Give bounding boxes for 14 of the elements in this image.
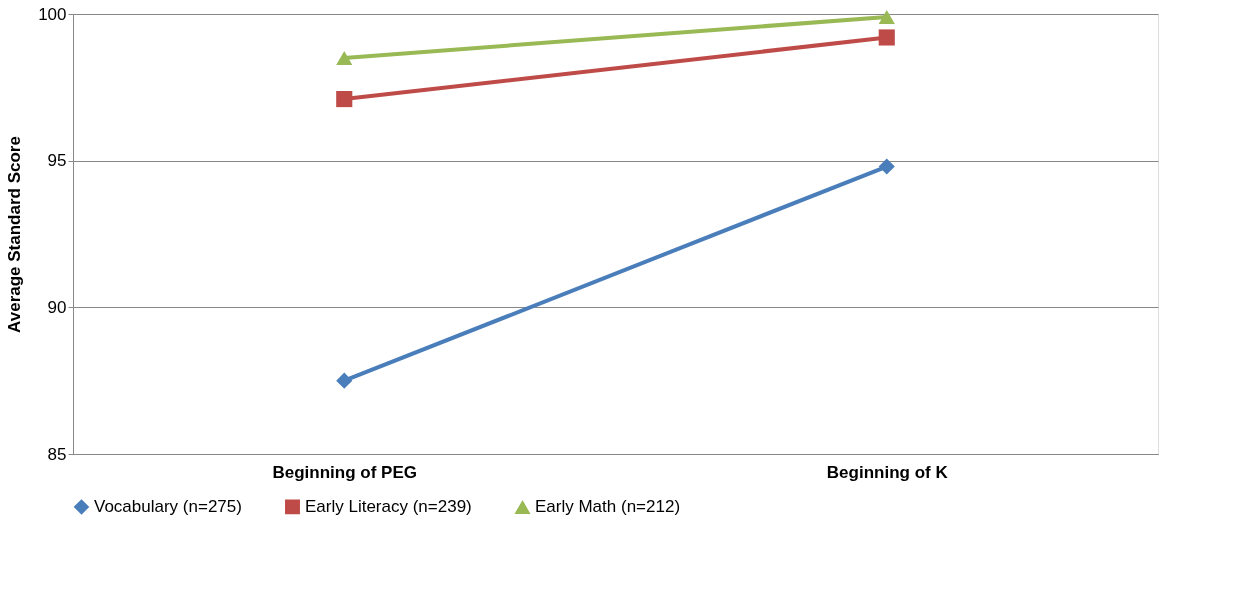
y-tick-label: 95 [47, 151, 67, 171]
x-tick-label: Beginning of K [826, 462, 949, 482]
y-tick-label: 100 [38, 4, 67, 24]
legend-label: Early Literacy (n=239) [305, 496, 472, 516]
y-tick-label: 85 [47, 444, 67, 464]
y-axis-title: Average Standard Score [5, 136, 25, 333]
point [336, 372, 353, 389]
point [878, 158, 895, 175]
x-tick-label: Beginning of PEG [272, 462, 417, 482]
y-tick-label: 90 [47, 297, 67, 317]
point [878, 29, 895, 46]
legend-label: Early Math (n=212) [535, 497, 681, 517]
legend-label: Vocabulary (n=275) [94, 496, 242, 516]
point [336, 91, 353, 108]
